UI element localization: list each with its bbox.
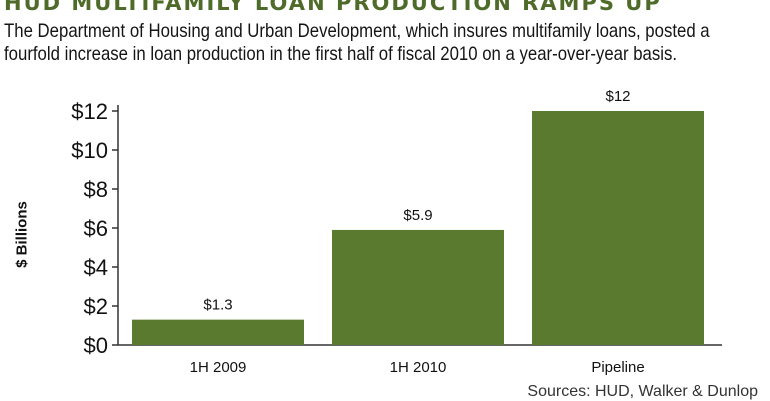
bar-value-label: $1.3 [203,297,232,314]
bar [132,319,304,345]
x-tick-label: 1H 2009 [190,359,247,376]
y-tick-label: $0 [84,333,108,358]
y-tick-label: $2 [84,294,108,319]
y-tick-label: $10 [71,138,108,163]
x-tick-label: 1H 2010 [390,359,447,376]
chart-title: HUD MULTIFAMILY LOAN PRODUCTION RAMPS UP [4,0,662,15]
x-tick-label: Pipeline [591,359,644,376]
bar-value-label: $5.9 [403,207,432,224]
y-tick-label: $4 [84,255,108,280]
source-note: Sources: HUD, Walker & Dunlop [527,383,758,400]
bar [532,111,704,345]
y-tick-label: $6 [84,216,108,241]
y-tick-label: $8 [84,177,108,202]
bar-value-label: $12 [605,88,630,105]
chart-subtitle: The Department of Housing and Urban Deve… [4,20,710,65]
bar [332,229,504,345]
y-tick-label: $12 [71,99,108,124]
